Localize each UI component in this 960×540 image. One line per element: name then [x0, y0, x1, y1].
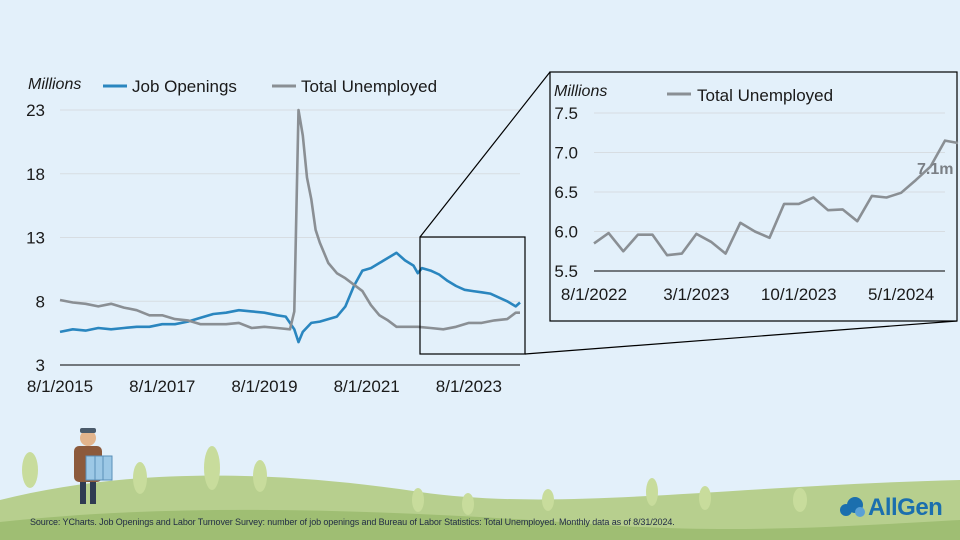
x-tick-label: 10/1/2023 [761, 285, 837, 304]
x-tick-label: 8/1/2023 [436, 377, 502, 396]
series-line-job-openings [59, 251, 521, 344]
y-tick-label: 18 [26, 165, 45, 184]
y-axis-label: Millions [28, 76, 81, 93]
zoom-inset-frame [549, 71, 958, 322]
hiker-with-map-illustration [74, 428, 113, 504]
y-tick-label: 3 [36, 356, 45, 375]
y-axis-label: Millions [554, 83, 607, 100]
y-tick-label: 7.5 [554, 104, 578, 123]
legend-label: Total Unemployed [697, 86, 833, 105]
zoom-connector-line [419, 71, 551, 238]
y-tick-label: 6.0 [554, 223, 578, 242]
y-tick-label: 8 [36, 292, 45, 311]
brand-name: AllGen [868, 494, 943, 521]
y-tick-label: 13 [26, 229, 45, 248]
x-tick-label: 8/1/2015 [27, 377, 93, 396]
x-tick-label: 8/1/2021 [334, 377, 400, 396]
main-chart: 3 8 13 18 23 8/1/2015 8/1/2017 8/1/2019 8/1/2021… [26, 76, 526, 396]
y-tick-label: 6.5 [554, 183, 578, 202]
zoom-connector-line [524, 320, 958, 355]
cloud-logo-icon [840, 497, 865, 517]
x-tick-label: 8/1/2019 [231, 377, 297, 396]
legend-label: Job Openings [132, 77, 237, 96]
latest-value-annotation: 7.1m [917, 161, 953, 178]
brand-logo: AllGen [838, 494, 948, 524]
source-note: Source: YCharts. Job Openings and Labor … [30, 517, 675, 527]
y-tick-label: 7.0 [554, 144, 578, 163]
legend-label: Total Unemployed [301, 77, 437, 96]
x-tick-label: 3/1/2023 [663, 285, 729, 304]
y-tick-label: 5.5 [554, 262, 578, 281]
x-tick-label: 8/1/2017 [129, 377, 195, 396]
x-tick-label: 5/1/2024 [868, 285, 934, 304]
zoom-highlight-box [419, 236, 526, 355]
x-tick-label: 8/1/2022 [561, 285, 627, 304]
zoom-inset-chart: 5.5 6.0 6.5 7.0 7.5 8/1/2022 3/1/2023 10/1/2023… [419, 71, 959, 355]
series-line-total-unemployed [59, 108, 520, 331]
y-tick-label: 23 [26, 101, 45, 120]
series-line-total-unemployed [593, 139, 959, 257]
landscape-decoration [0, 446, 960, 540]
